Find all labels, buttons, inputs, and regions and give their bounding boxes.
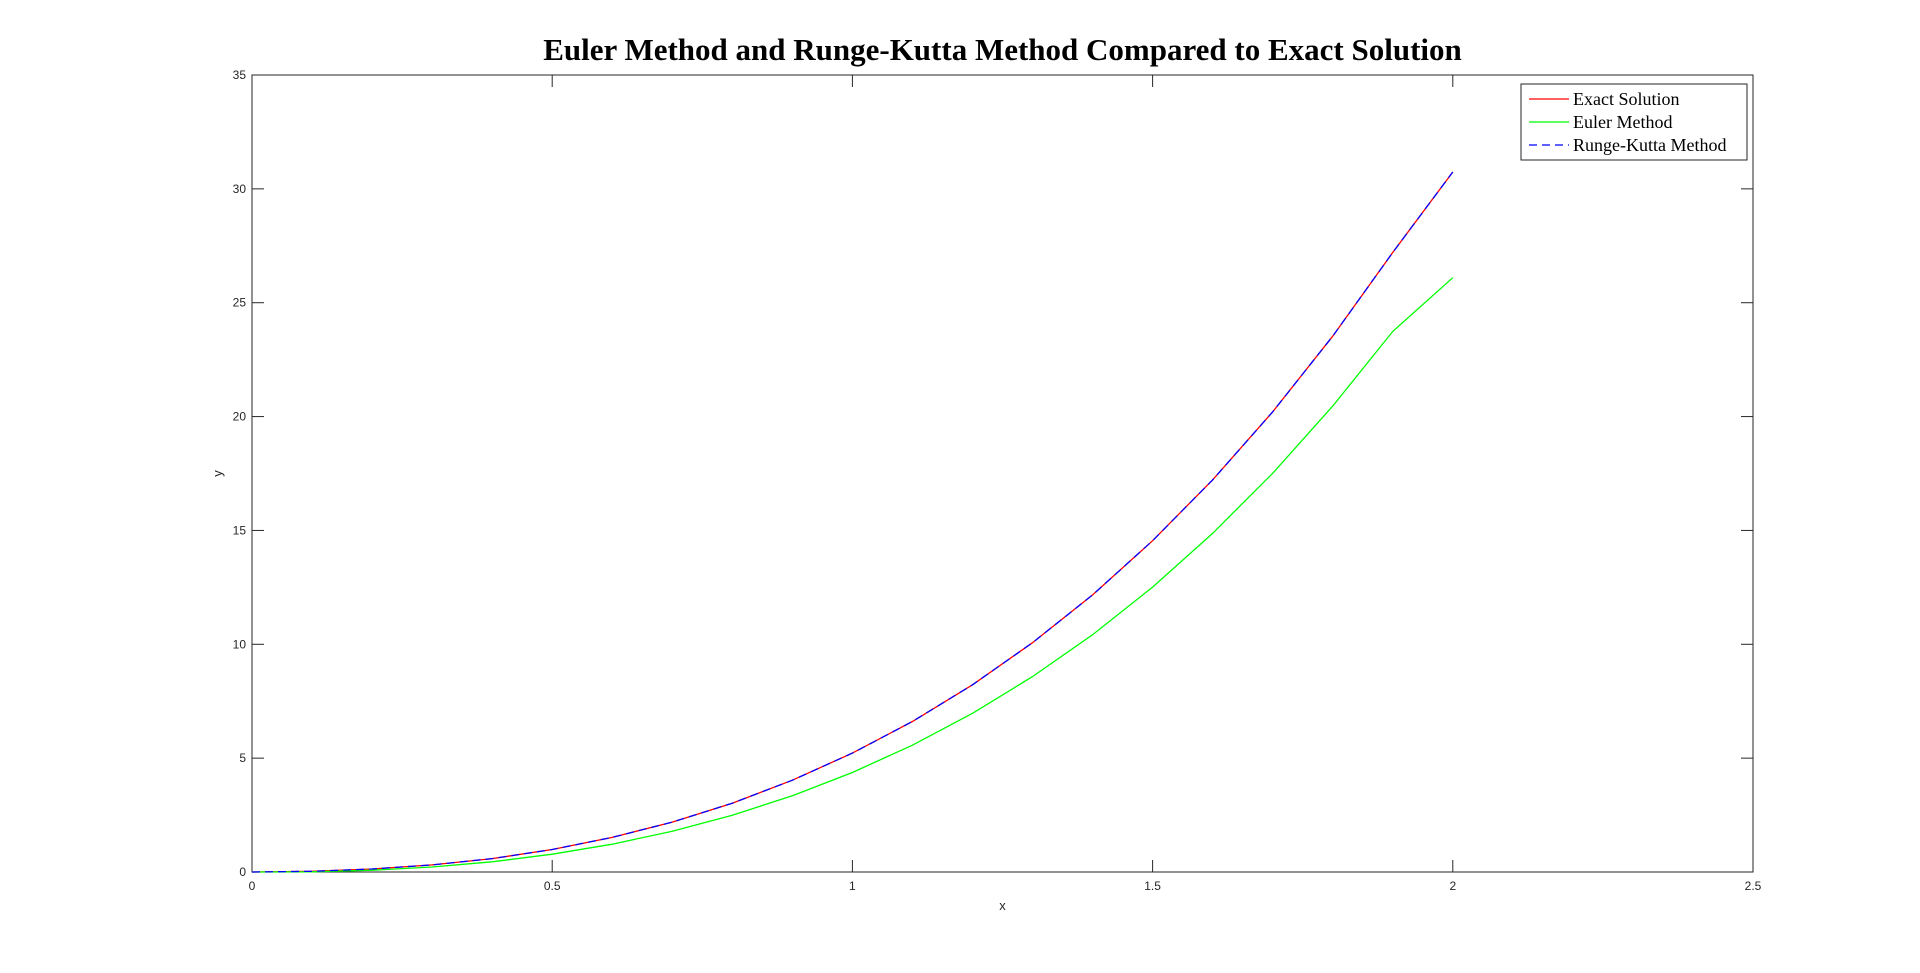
y-tick-label: 35 [233, 68, 247, 82]
y-tick-label: 0 [239, 865, 246, 879]
series-line-euler-method [251, 277, 1454, 873]
y-tick-label: 20 [233, 410, 247, 424]
series-layer [251, 171, 1454, 873]
axes-box [251, 74, 1754, 873]
x-tick-label: 0 [249, 879, 256, 893]
legend-entry: Exact Solution [1573, 89, 1680, 109]
series-line-runge-kutta-method [251, 171, 1454, 873]
y-tick-label: 5 [239, 751, 246, 765]
chart-title: Euler Method and Runge-Kutta Method Comp… [543, 32, 1462, 67]
legend-entry: Runge-Kutta Method [1573, 135, 1726, 155]
y-tick-label: 10 [233, 637, 247, 651]
y-tick-label: 25 [233, 296, 247, 310]
x-tick-label: 1 [849, 879, 856, 893]
legend: Exact Solution Euler Method Runge-Kutta Me… [1520, 83, 1748, 161]
legend-entry: Euler Method [1573, 112, 1672, 132]
y-axis-label: y [210, 470, 225, 477]
x-tick-label: 2.5 [1745, 879, 1762, 893]
plot-area: 0 0.5 1 1.5 2 2.5 0 5 10 15 20 25 30 35 [233, 68, 1762, 893]
x-tick-label: 2 [1449, 879, 1456, 893]
x-axis-label: x [999, 898, 1006, 913]
y-tick-label: 30 [233, 182, 247, 196]
x-tick-label: 1.5 [1144, 879, 1161, 893]
x-tick-label: 0.5 [544, 879, 561, 893]
y-tick-label: 15 [233, 523, 247, 537]
